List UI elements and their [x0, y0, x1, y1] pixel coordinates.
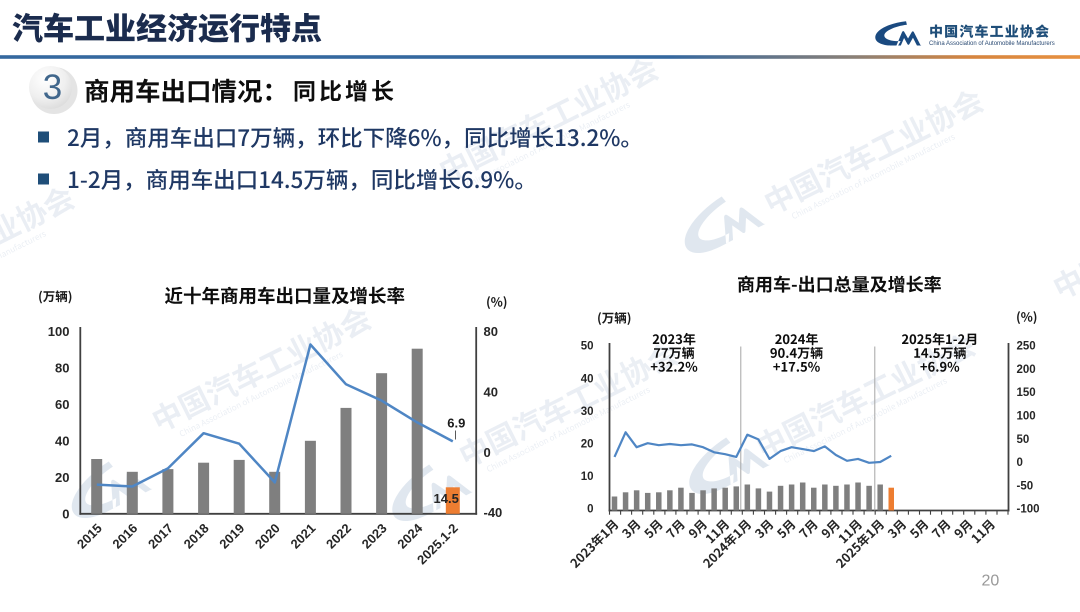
svg-text:150: 150 — [1017, 387, 1036, 399]
svg-text:3: 3 — [43, 68, 62, 107]
svg-text:20: 20 — [982, 573, 1000, 590]
svg-text:40: 40 — [484, 385, 498, 400]
svg-text:100: 100 — [48, 324, 70, 339]
svg-text:80: 80 — [484, 324, 498, 339]
svg-text:-40: -40 — [484, 505, 503, 520]
svg-text:100: 100 — [1017, 411, 1036, 423]
svg-text:14.5: 14.5 — [434, 491, 459, 506]
svg-text:0: 0 — [1017, 457, 1023, 469]
svg-text:80: 80 — [55, 360, 69, 375]
svg-text:0: 0 — [62, 507, 69, 522]
svg-text:6.9: 6.9 — [447, 416, 465, 431]
svg-text:250: 250 — [1017, 341, 1036, 353]
svg-text:40: 40 — [55, 434, 69, 449]
svg-text:50: 50 — [581, 341, 594, 353]
svg-text:20: 20 — [581, 438, 594, 450]
svg-text:30: 30 — [581, 406, 594, 418]
svg-text:200: 200 — [1017, 364, 1036, 376]
svg-text:0: 0 — [587, 504, 593, 516]
svg-text:50: 50 — [1017, 434, 1030, 446]
svg-text:-50: -50 — [1017, 480, 1034, 492]
svg-text:40: 40 — [581, 373, 594, 385]
svg-text:20: 20 — [55, 470, 69, 485]
svg-text:-100: -100 — [1017, 504, 1040, 516]
svg-text:0: 0 — [484, 445, 491, 460]
svg-text:China Association of Automobil: China Association of Automobile Manufact… — [929, 41, 1055, 47]
svg-text:10: 10 — [581, 471, 594, 483]
svg-text:60: 60 — [55, 397, 69, 412]
